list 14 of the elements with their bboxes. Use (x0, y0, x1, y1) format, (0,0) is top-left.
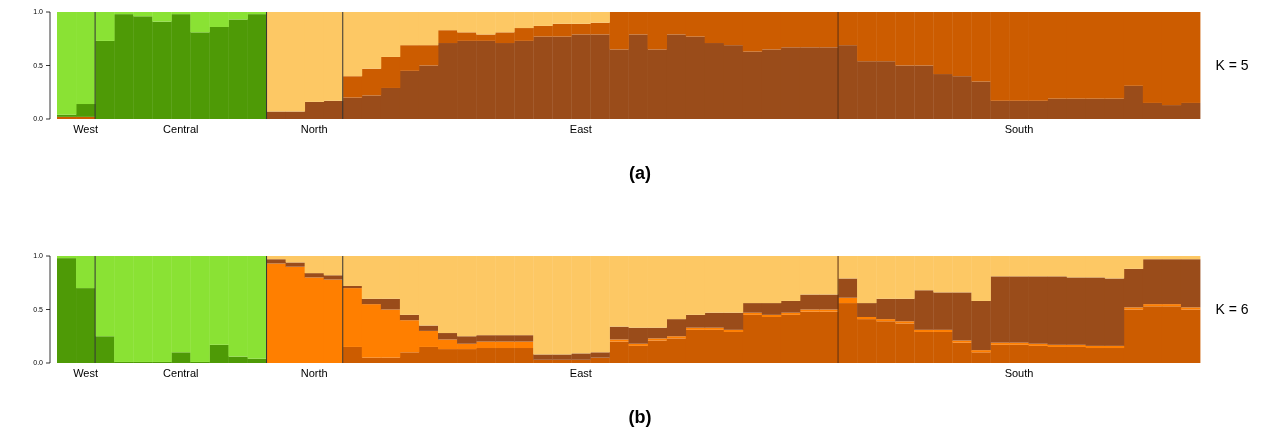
x-tick-label: South (1004, 123, 1034, 135)
x-tick-label: East (569, 123, 592, 135)
x-tick-label: Central (163, 123, 199, 135)
text: K = 6 (1215, 301, 1249, 318)
x-tick-label: East (569, 367, 592, 379)
x-tick-label: South (1004, 367, 1034, 379)
x-tick-label: Central (163, 367, 199, 379)
x-tick-label: West (73, 123, 98, 135)
x-tick-label: North (300, 123, 328, 135)
x-tick-label: West (73, 367, 98, 379)
x-tick-label: North (300, 367, 328, 379)
text: (b) (628, 407, 652, 427)
text: (a) (629, 163, 651, 183)
text: K = 5 (1215, 57, 1249, 74)
